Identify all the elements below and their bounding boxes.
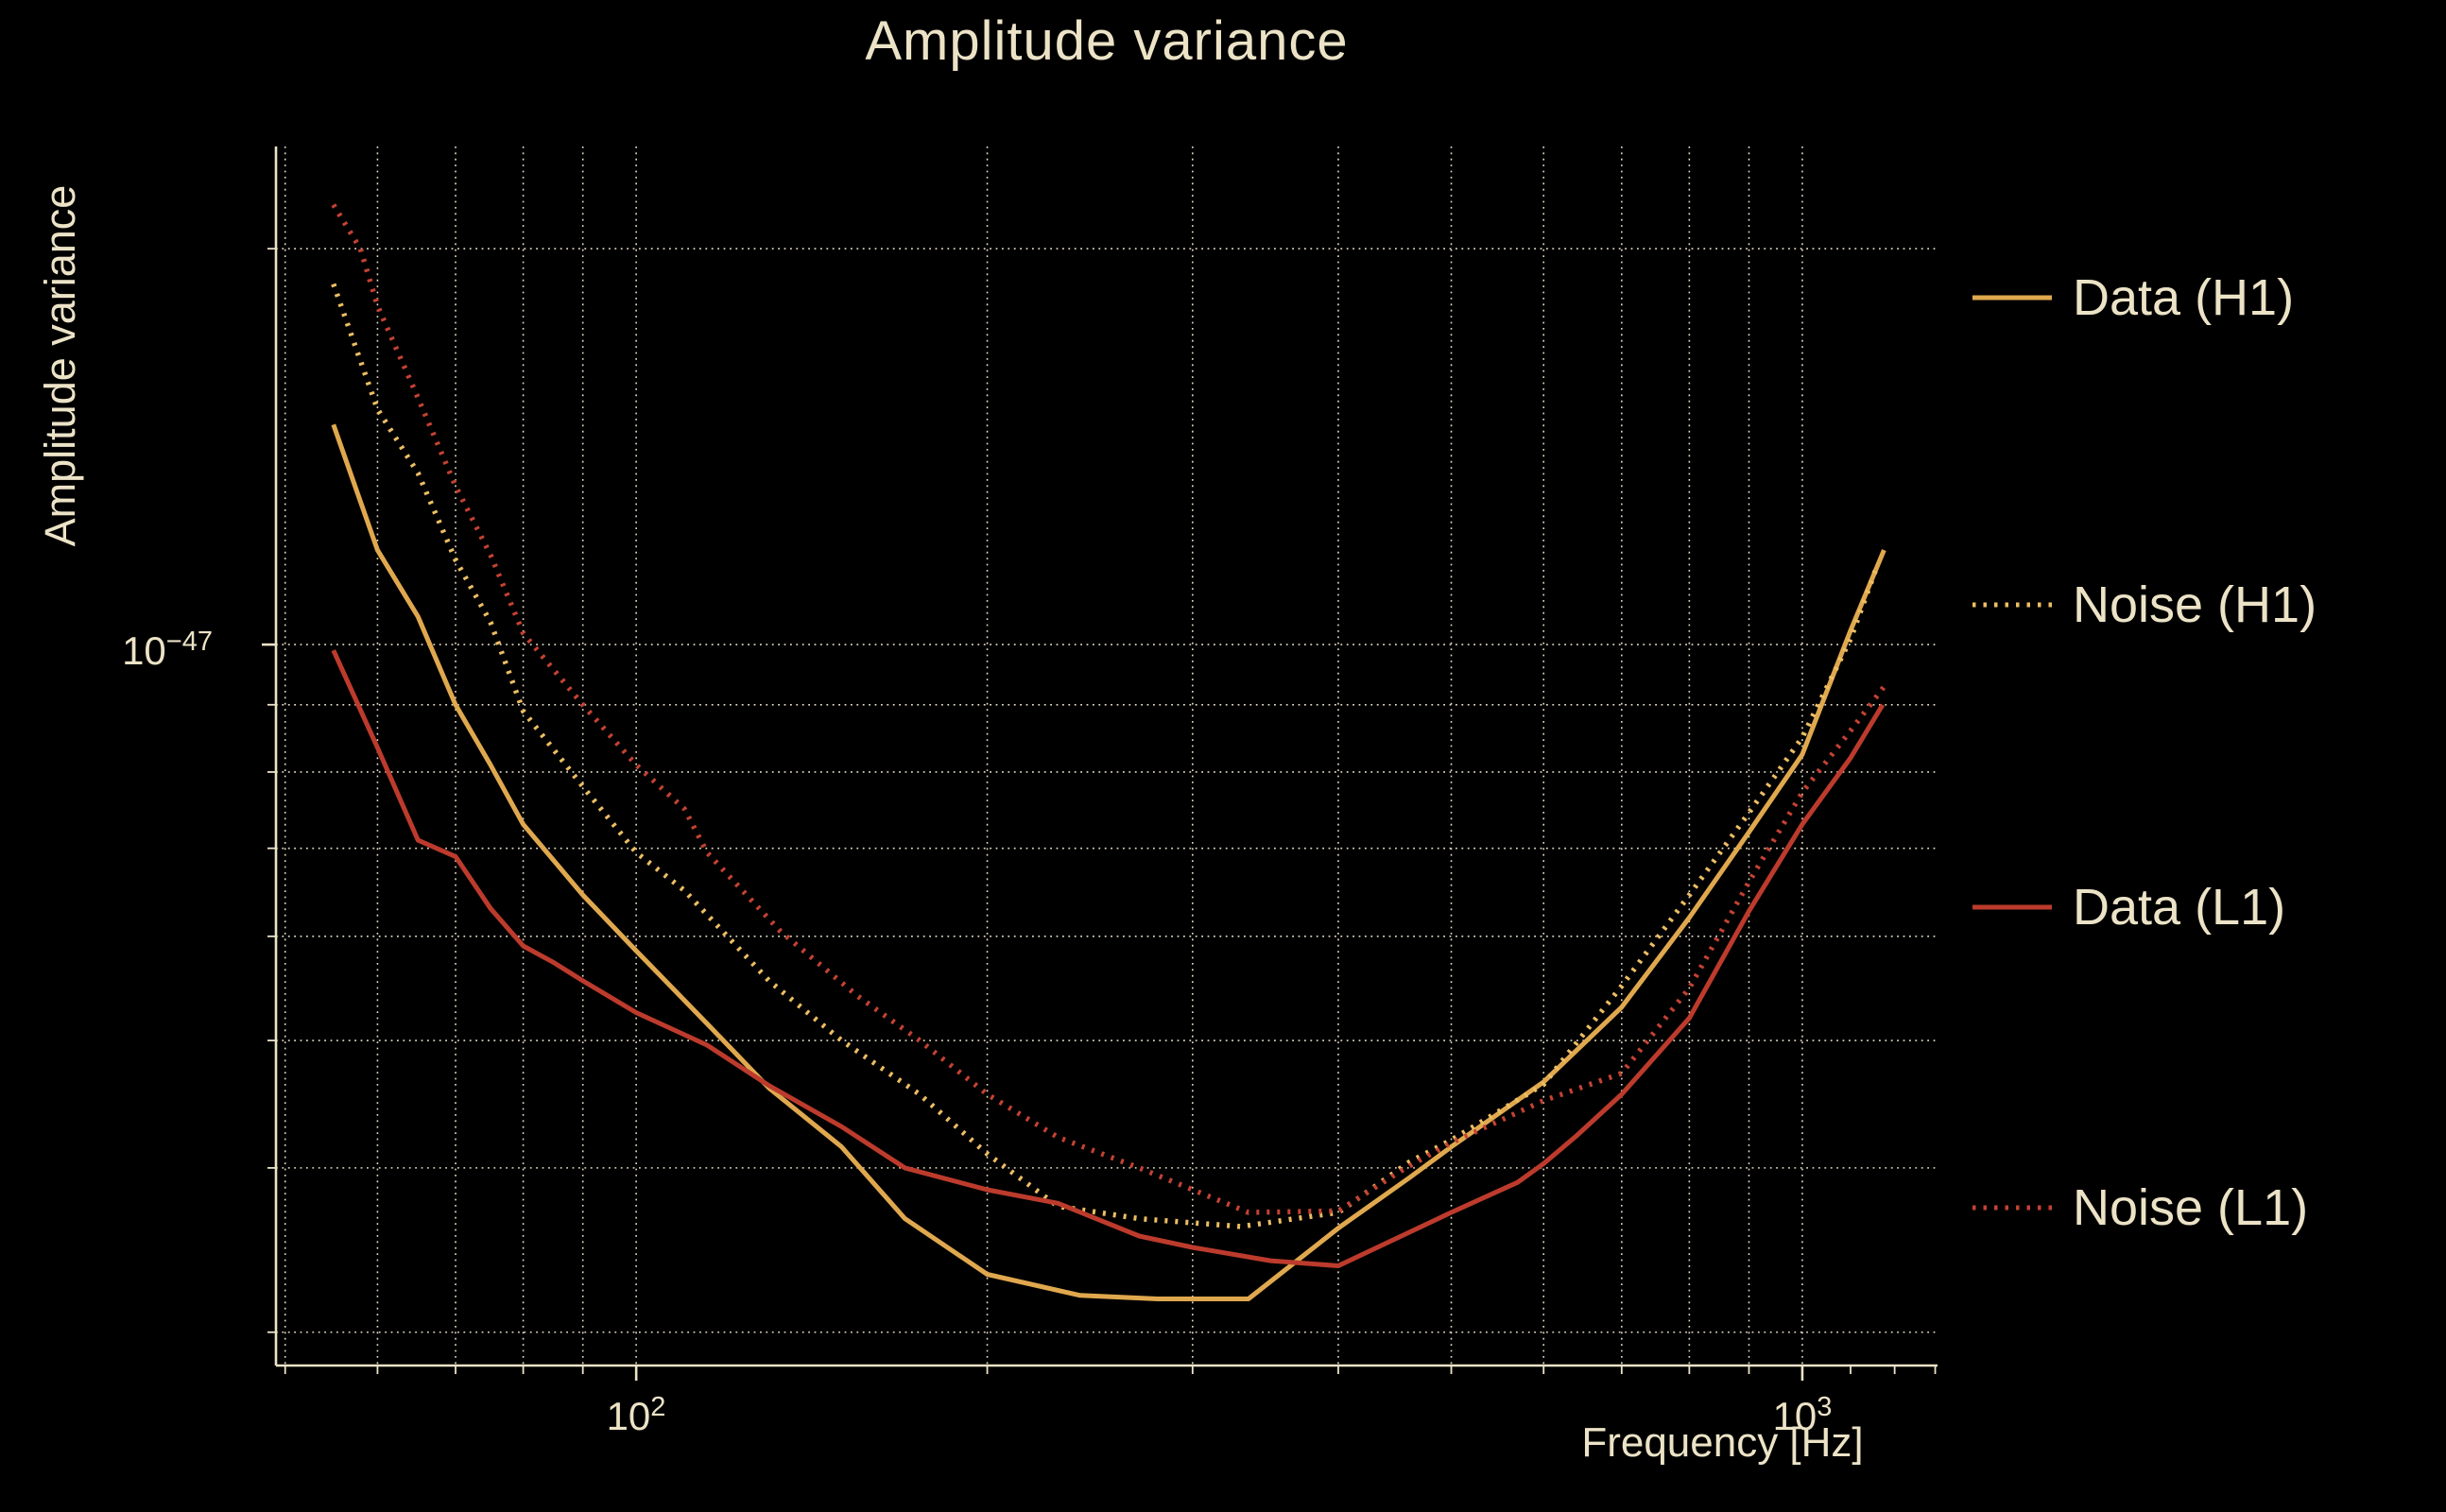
legend-swatch-dotted-gold-icon: [1972, 602, 2052, 608]
x-axis-label: Frequency [Hz]: [1581, 1419, 1864, 1466]
curve-data-h1: [331, 423, 1886, 1301]
x-tick-base: 10: [606, 1394, 651, 1438]
legend-item-noise-l1: Noise (L1): [1971, 1177, 2308, 1238]
legend-label: Noise (H1): [2073, 576, 2317, 633]
x-tick-exponent: 2: [650, 1392, 666, 1422]
legend-item-data-h1: Data (H1): [1971, 267, 2294, 328]
x-tick-exponent: 3: [1817, 1392, 1833, 1422]
legend-label: Data (L1): [2073, 879, 2286, 936]
legend-swatch-dotted-red-icon: [1972, 1205, 2052, 1211]
legend-item-noise-h1: Noise (H1): [1971, 575, 2317, 635]
x-tick-base: 10: [1772, 1394, 1817, 1438]
curve-data-l1: [331, 649, 1886, 1268]
legend-item-data-l1: Data (L1): [1971, 877, 2285, 937]
x-tick-label-100: 102: [579, 1385, 693, 1438]
legend-swatch-solid-red-icon: [1972, 904, 2052, 910]
y-tick-exponent: −47: [165, 627, 213, 657]
curve-noise-h1: [331, 283, 1881, 1229]
y-tick-label-1e-47: 10−47: [83, 620, 213, 673]
y-tick-base: 10: [122, 628, 166, 673]
legend-label: Noise (L1): [2073, 1179, 2309, 1236]
x-tick-label-1000: 103: [1746, 1385, 1859, 1438]
chart-title: Amplitude variance: [865, 10, 1349, 72]
legend-label: Data (H1): [2073, 269, 2295, 326]
legend-swatch-solid-gold-icon: [1972, 295, 2052, 301]
